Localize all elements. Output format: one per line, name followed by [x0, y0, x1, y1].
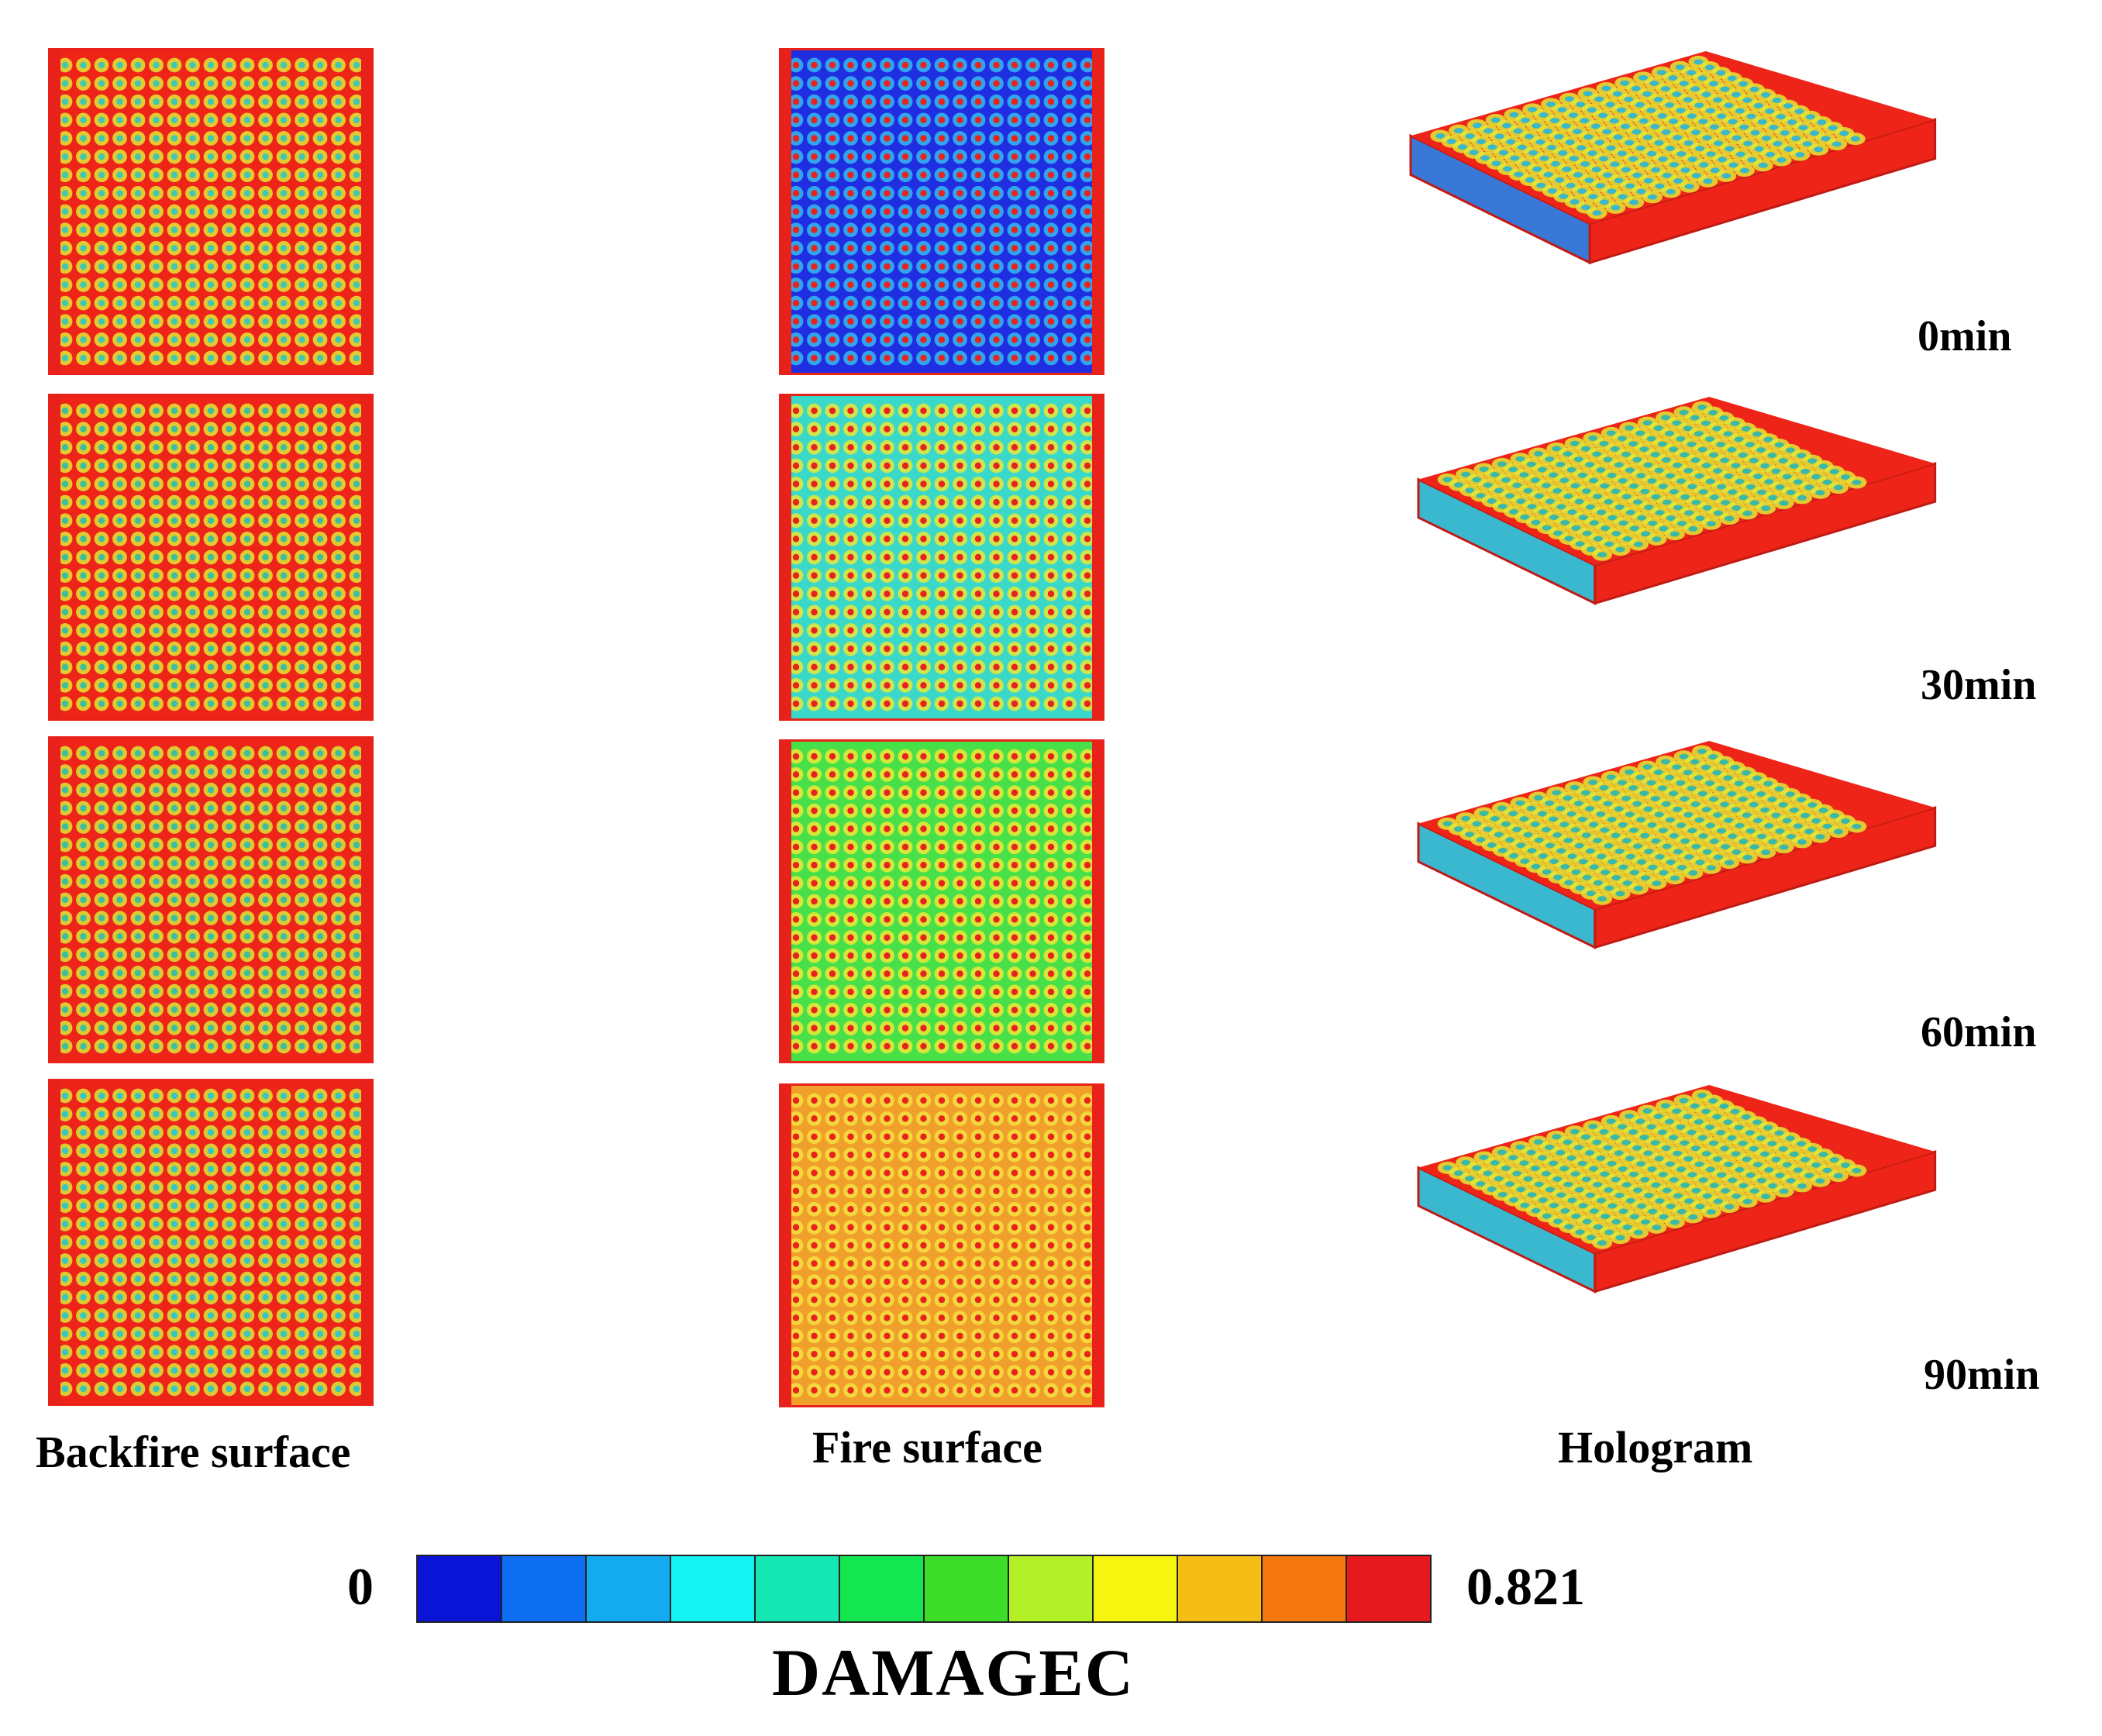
backfire-surface-1-node-pattern: [57, 403, 364, 711]
colorbar-variable-title: DAMAGEC: [772, 1635, 1135, 1710]
hologram-0min-slab: [1409, 51, 1937, 265]
fire-surface-3-node-pattern: [788, 1093, 1095, 1398]
colorbar-segment-10: [1263, 1556, 1347, 1621]
hologram-90min-slab: [1417, 1085, 1937, 1293]
backfire-surface-0min-map: [48, 48, 374, 375]
colorbar-segment-8: [1094, 1556, 1178, 1621]
backfire-surface-90min-map: [48, 1079, 374, 1406]
colorbar-segment-9: [1178, 1556, 1263, 1621]
time-label-0min: 0min: [1918, 312, 2012, 360]
time-label-30min: 30min: [1921, 661, 2037, 709]
backfire-surface-2-node-pattern: [57, 746, 364, 1054]
colorbar-segment-3: [671, 1556, 756, 1621]
colorbar-segment-5: [840, 1556, 925, 1621]
colorbar-segment-0: [418, 1556, 502, 1621]
fire-surface-2-node-pattern: [788, 749, 1095, 1054]
fire-surface-1-node-pattern: [788, 403, 1095, 711]
fire-surface-90min-map: [779, 1083, 1104, 1407]
column-label-fire-surface: Fire surface: [812, 1422, 1042, 1472]
hologram-60min-slab: [1417, 741, 1937, 949]
hologram-1-node-pattern: [1437, 401, 1867, 561]
damage-colorbar: [416, 1555, 1432, 1623]
colorbar-segment-7: [1009, 1556, 1094, 1621]
colorbar-segment-11: [1347, 1556, 1430, 1621]
colorbar-max-label: 0.821: [1466, 1557, 1585, 1616]
colorbar-segment-1: [502, 1556, 587, 1621]
column-label-hologram: Hologram: [1558, 1422, 1753, 1472]
backfire-surface-3-node-pattern: [57, 1088, 364, 1397]
hologram-3-node-pattern: [1437, 1089, 1867, 1249]
backfire-surface-60min-map: [48, 736, 374, 1063]
fire-surface-60min-map: [779, 739, 1104, 1063]
hologram-30min-slab: [1417, 397, 1937, 605]
fire-surface-0-node-pattern: [788, 57, 1095, 366]
fire-surface-30min-map: [779, 394, 1104, 721]
backfire-surface-0-node-pattern: [57, 57, 364, 366]
time-label-90min: 90min: [1924, 1351, 2040, 1399]
backfire-surface-30min-map: [48, 394, 374, 721]
time-label-60min: 60min: [1921, 1008, 2037, 1056]
colorbar-segment-2: [587, 1556, 671, 1621]
hologram-0-node-pattern: [1430, 55, 1866, 219]
colorbar-min-label: 0: [347, 1557, 374, 1616]
column-label-backfire-surface: Backfire surface: [36, 1427, 351, 1477]
hologram-2-node-pattern: [1437, 745, 1867, 905]
fire-surface-0min-map: [779, 48, 1104, 375]
colorbar-segment-4: [756, 1556, 840, 1621]
colorbar-segment-6: [925, 1556, 1009, 1621]
